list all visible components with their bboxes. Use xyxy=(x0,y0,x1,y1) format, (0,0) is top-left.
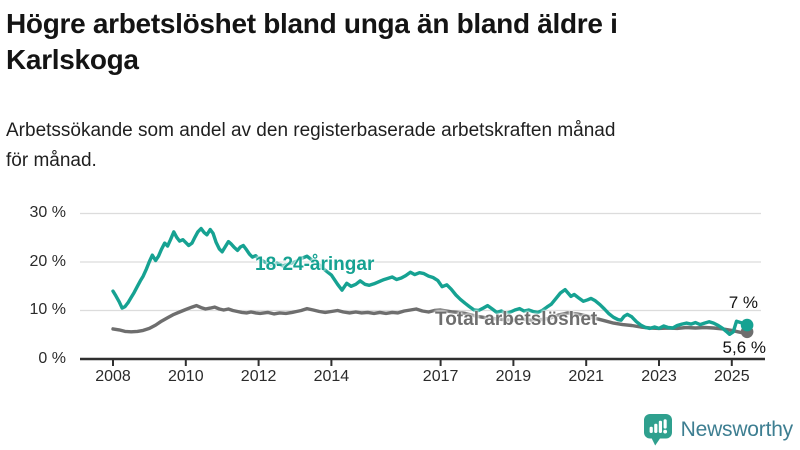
series-end-dot xyxy=(740,318,754,332)
logo-bars-icon xyxy=(649,419,667,434)
brand-footer[interactable]: Newsworthy xyxy=(643,413,793,446)
x-tick-label: 2025 xyxy=(714,368,750,385)
x-tick-label: 2019 xyxy=(495,368,532,385)
brand-name: Newsworthy xyxy=(680,417,794,441)
newsworthy-logo-icon xyxy=(643,414,672,446)
chart-subtitle-line-2: för månad. xyxy=(6,150,97,171)
y-tick-label: 30 % xyxy=(29,204,66,221)
x-tick-label: 2021 xyxy=(568,368,604,385)
end-value-label-young: 7 % xyxy=(728,293,758,312)
x-tick-label: 2014 xyxy=(313,368,350,385)
x-tick-label: 2010 xyxy=(168,368,204,385)
y-tick-label: 20 % xyxy=(29,252,66,270)
page-title-line-2: Karlskoga xyxy=(6,44,139,75)
logo-bubble xyxy=(643,414,672,439)
x-tick-label: 2012 xyxy=(240,368,277,385)
end-value-label-total: 5,6 % xyxy=(722,338,766,357)
chart-subtitle: Arbetssökande som andel av den registerb… xyxy=(6,116,798,176)
x-tick-label: 2008 xyxy=(95,368,131,385)
series-label-total: Total arbetslöshet xyxy=(435,309,598,330)
x-tick-label: 2017 xyxy=(422,368,459,385)
logo-bubble-tail xyxy=(650,437,661,446)
series-line xyxy=(111,303,749,335)
series-label-young: 18-24-åringar xyxy=(255,254,375,275)
series-line xyxy=(111,226,749,336)
page-title-line-1: Högre arbetslöshet bland unga än bland ä… xyxy=(6,8,618,39)
chart-subtitle-line-1: Arbetssökande som andel av den registerb… xyxy=(6,120,616,141)
y-tick-label: 10 % xyxy=(29,301,66,318)
y-tick-label: 0 % xyxy=(38,349,66,367)
page-title: Högre arbetslöshet bland unga än bland ä… xyxy=(6,6,794,78)
x-tick-label: 2023 xyxy=(641,368,677,385)
